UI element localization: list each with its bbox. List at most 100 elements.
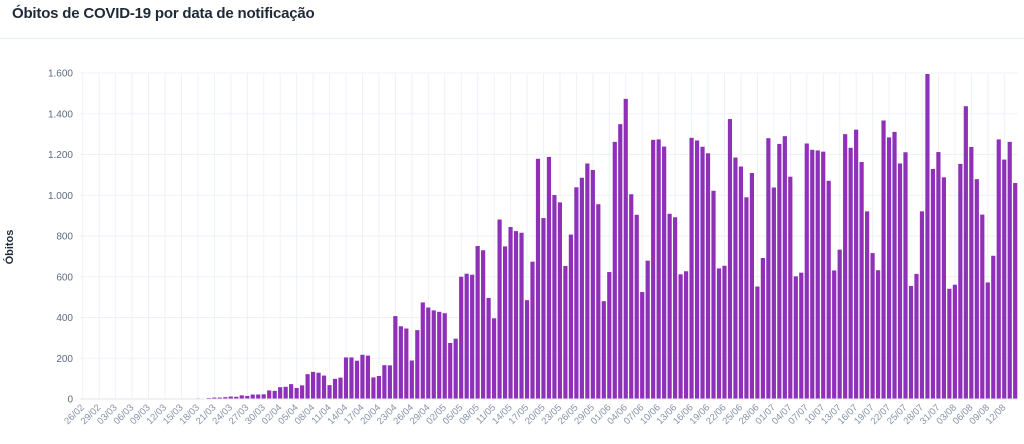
bar-14-08[interactable]: 14/08: 1060 bbox=[1013, 183, 1018, 399]
bar-12-05[interactable]: 12/05: 881 bbox=[497, 219, 502, 399]
bar-18-05[interactable]: 18/05: 674 bbox=[530, 261, 535, 399]
bar-06-04[interactable]: 06/04: 67 bbox=[300, 385, 305, 399]
bar-14-04[interactable]: 14/04: 204 bbox=[343, 357, 349, 399]
bar-25-05[interactable]: 25/05: 807 bbox=[568, 234, 573, 399]
bar-08-05[interactable]: 08/05: 751 bbox=[475, 245, 480, 399]
bar-26-07[interactable]: 26/07: 555 bbox=[908, 285, 914, 399]
bar-15-04[interactable]: 15/04: 204 bbox=[349, 357, 354, 399]
bar-10-08[interactable]: 10/08: 703 bbox=[991, 255, 996, 399]
bar-21-05[interactable]: 21/05: 1188 bbox=[546, 156, 552, 399]
bar-03-06[interactable]: 03/06: 1349 bbox=[618, 124, 623, 400]
bar-24-05[interactable]: 24/05: 653 bbox=[563, 265, 568, 399]
bar-01-05[interactable]: 01/05: 428 bbox=[437, 311, 442, 399]
bar-11-08[interactable]: 11/08: 1274 bbox=[996, 139, 1001, 400]
bar-08-06[interactable]: 08/06: 679 bbox=[645, 260, 650, 399]
bar-11-04[interactable]: 11/04: 68 bbox=[327, 385, 332, 399]
bar-10-04[interactable]: 10/04: 115 bbox=[321, 375, 327, 399]
bar-13-08[interactable]: 13/08: 1262 bbox=[1007, 141, 1012, 399]
bar-10-06[interactable]: 10/06: 1274 bbox=[656, 139, 661, 400]
bar-29-04[interactable]: 29/04: 449 bbox=[426, 307, 431, 399]
bar-13-06[interactable]: 13/06: 892 bbox=[673, 217, 678, 399]
bar-03-07[interactable]: 03/07: 1290 bbox=[782, 136, 787, 399]
bar-08-08[interactable]: 08/08: 905 bbox=[980, 214, 985, 399]
bar-02-07[interactable]: 02/07: 1252 bbox=[777, 143, 782, 399]
bar-15-05[interactable]: 15/05: 824 bbox=[513, 231, 519, 399]
bar-26-05[interactable]: 26/05: 1039 bbox=[574, 187, 579, 399]
bar-22-06[interactable]: 22/06: 654 bbox=[722, 265, 727, 399]
bar-20-03[interactable]: 20/03: 5 bbox=[206, 397, 211, 399]
bar-11-06[interactable]: 11/06: 1239 bbox=[662, 146, 667, 399]
bar-07-04[interactable]: 07/04: 122 bbox=[305, 374, 310, 399]
bar-12-07[interactable]: 12/07: 631 bbox=[832, 270, 837, 399]
bar-12-08[interactable]: 12/08: 1175 bbox=[1002, 159, 1007, 399]
bar-04-08[interactable]: 04/08: 1154 bbox=[958, 163, 963, 399]
bar-14-06[interactable]: 14/06: 612 bbox=[678, 274, 683, 399]
bar-30-03[interactable]: 30/03: 23 bbox=[261, 394, 266, 399]
bar-04-06[interactable]: 04/06: 1473 bbox=[623, 98, 628, 399]
bar-05-07[interactable]: 05/07: 602 bbox=[793, 276, 798, 399]
bar-23-03[interactable]: 23/03: 9 bbox=[223, 397, 228, 399]
bar-29-05[interactable]: 29/05: 1124 bbox=[590, 169, 595, 399]
bar-04-05[interactable]: 04/05: 296 bbox=[453, 338, 458, 399]
bar-14-05[interactable]: 14/05: 844 bbox=[508, 227, 513, 399]
bar-04-07[interactable]: 04/07: 1091 bbox=[788, 176, 793, 399]
bar-21-06[interactable]: 21/06: 641 bbox=[716, 268, 722, 399]
bar-12-06[interactable]: 12/06: 909 bbox=[667, 213, 672, 399]
bar-02-08[interactable]: 02/08: 541 bbox=[947, 288, 952, 399]
bar-12-04[interactable]: 12/04: 99 bbox=[332, 378, 338, 399]
bar-18-07[interactable]: 18/07: 921 bbox=[865, 211, 870, 399]
bar-06-07[interactable]: 06/07: 620 bbox=[799, 272, 804, 399]
bar-19-05[interactable]: 19/05: 1179 bbox=[535, 158, 541, 399]
bar-24-04[interactable]: 24/04: 357 bbox=[398, 326, 403, 399]
bar-07-05[interactable]: 07/05: 610 bbox=[470, 274, 475, 399]
bar-05-04[interactable]: 05/04: 54 bbox=[294, 387, 299, 399]
bar-25-04[interactable]: 25/04: 346 bbox=[404, 328, 409, 399]
bar-21-04[interactable]: 21/04: 166 bbox=[382, 365, 387, 399]
bar-22-04[interactable]: 22/04: 165 bbox=[387, 365, 392, 399]
bar-01-08[interactable]: 01/08: 1088 bbox=[941, 177, 946, 399]
bar-17-07[interactable]: 17/07: 1163 bbox=[859, 162, 864, 399]
bar-16-05[interactable]: 16/05: 816 bbox=[519, 232, 524, 399]
bar-13-05[interactable]: 13/05: 749 bbox=[502, 246, 508, 399]
bar-25-07[interactable]: 25/07: 1211 bbox=[903, 152, 908, 399]
bar-18-04[interactable]: 18/04: 213 bbox=[365, 355, 371, 399]
bar-21-07[interactable]: 21/07: 1367 bbox=[881, 120, 886, 399]
bar-08-07[interactable]: 08/07: 1223 bbox=[810, 149, 815, 399]
bar-28-03[interactable]: 28/03: 22 bbox=[250, 394, 255, 399]
bar-19-04[interactable]: 19/04: 106 bbox=[371, 377, 376, 399]
bar-16-06[interactable]: 16/06: 1282 bbox=[689, 137, 694, 400]
bar-23-04[interactable]: 23/04: 407 bbox=[393, 316, 398, 399]
bar-27-06[interactable]: 27/06: 1109 bbox=[749, 173, 755, 399]
bar-09-05[interactable]: 09/05: 730 bbox=[481, 250, 486, 399]
bar-19-06[interactable]: 19/06: 1206 bbox=[705, 153, 711, 399]
bar-11-07[interactable]: 11/07: 1071 bbox=[826, 180, 831, 399]
bar-29-03[interactable]: 29/03: 22 bbox=[256, 394, 261, 399]
bar-09-08[interactable]: 09/08: 572 bbox=[985, 282, 990, 399]
bar-21-03[interactable]: 21/03: 7 bbox=[212, 397, 217, 399]
bar-23-05[interactable]: 23/05: 965 bbox=[557, 202, 563, 399]
bar-03-04[interactable]: 03/04: 60 bbox=[283, 386, 288, 399]
bar-18-06[interactable]: 18/06: 1238 bbox=[700, 146, 705, 399]
bar-30-04[interactable]: 30/04: 435 bbox=[431, 310, 436, 399]
bar-27-04[interactable]: 27/04: 338 bbox=[415, 330, 420, 399]
bar-07-08[interactable]: 07/08: 1079 bbox=[974, 179, 979, 399]
bar-06-08[interactable]: 06/08: 1237 bbox=[969, 146, 974, 399]
bar-22-05[interactable]: 22/05: 1001 bbox=[552, 195, 557, 399]
bar-24-07[interactable]: 24/07: 1156 bbox=[897, 163, 903, 399]
bar-09-07[interactable]: 09/07: 1220 bbox=[815, 150, 820, 399]
bar-29-07[interactable]: 29/07: 1595 bbox=[925, 74, 930, 400]
bar-06-05[interactable]: 06/05: 615 bbox=[464, 273, 469, 399]
bar-09-04[interactable]: 09/04: 129 bbox=[316, 372, 321, 399]
bar-26-03[interactable]: 26/03: 18 bbox=[239, 395, 244, 399]
bar-08-04[interactable]: 08/04: 133 bbox=[310, 371, 316, 399]
bar-02-04[interactable]: 02/04: 58 bbox=[278, 387, 283, 399]
bar-30-07[interactable]: 30/07: 1129 bbox=[930, 168, 936, 399]
bar-20-04[interactable]: 20/04: 113 bbox=[376, 375, 381, 399]
bar-20-06[interactable]: 20/06: 1022 bbox=[711, 190, 716, 399]
bar-28-04[interactable]: 28/04: 474 bbox=[420, 302, 425, 399]
bar-17-06[interactable]: 17/06: 1269 bbox=[694, 140, 700, 399]
bar-01-04[interactable]: 01/04: 40 bbox=[272, 390, 277, 399]
bar-07-06[interactable]: 07/06: 525 bbox=[640, 292, 645, 399]
bar-29-06[interactable]: 29/06: 692 bbox=[760, 258, 765, 399]
bar-13-04[interactable]: 13/04: 105 bbox=[338, 377, 343, 399]
